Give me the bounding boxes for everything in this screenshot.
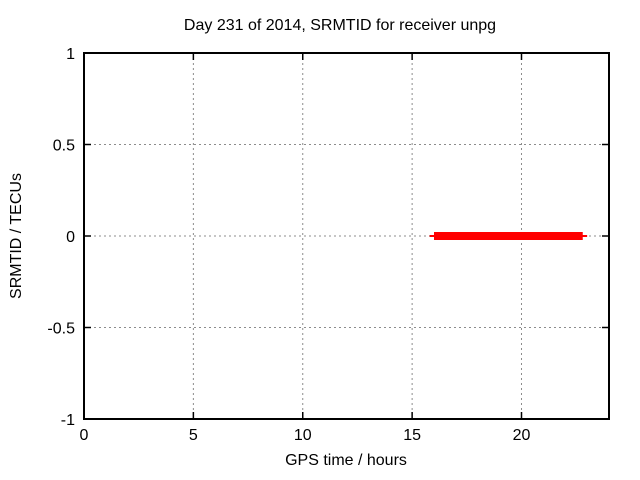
x-tick-label: 0 (80, 427, 89, 444)
x-tick-label: 5 (189, 427, 198, 444)
y-tick-label: 1 (66, 46, 75, 63)
x-tick-label: 10 (294, 427, 312, 444)
y-tick-label: -1 (61, 412, 75, 429)
x-axis-label: GPS time / hours (285, 452, 407, 469)
x-tick-label: 15 (403, 427, 421, 444)
y-tick-label: 0 (66, 229, 75, 246)
chart-title: Day 231 of 2014, SRMTID for receiver unp… (183, 17, 497, 34)
y-tick-label: -0.5 (47, 321, 75, 338)
y-tick-label: 0.5 (53, 138, 75, 155)
x-tick-label: 20 (513, 427, 531, 444)
